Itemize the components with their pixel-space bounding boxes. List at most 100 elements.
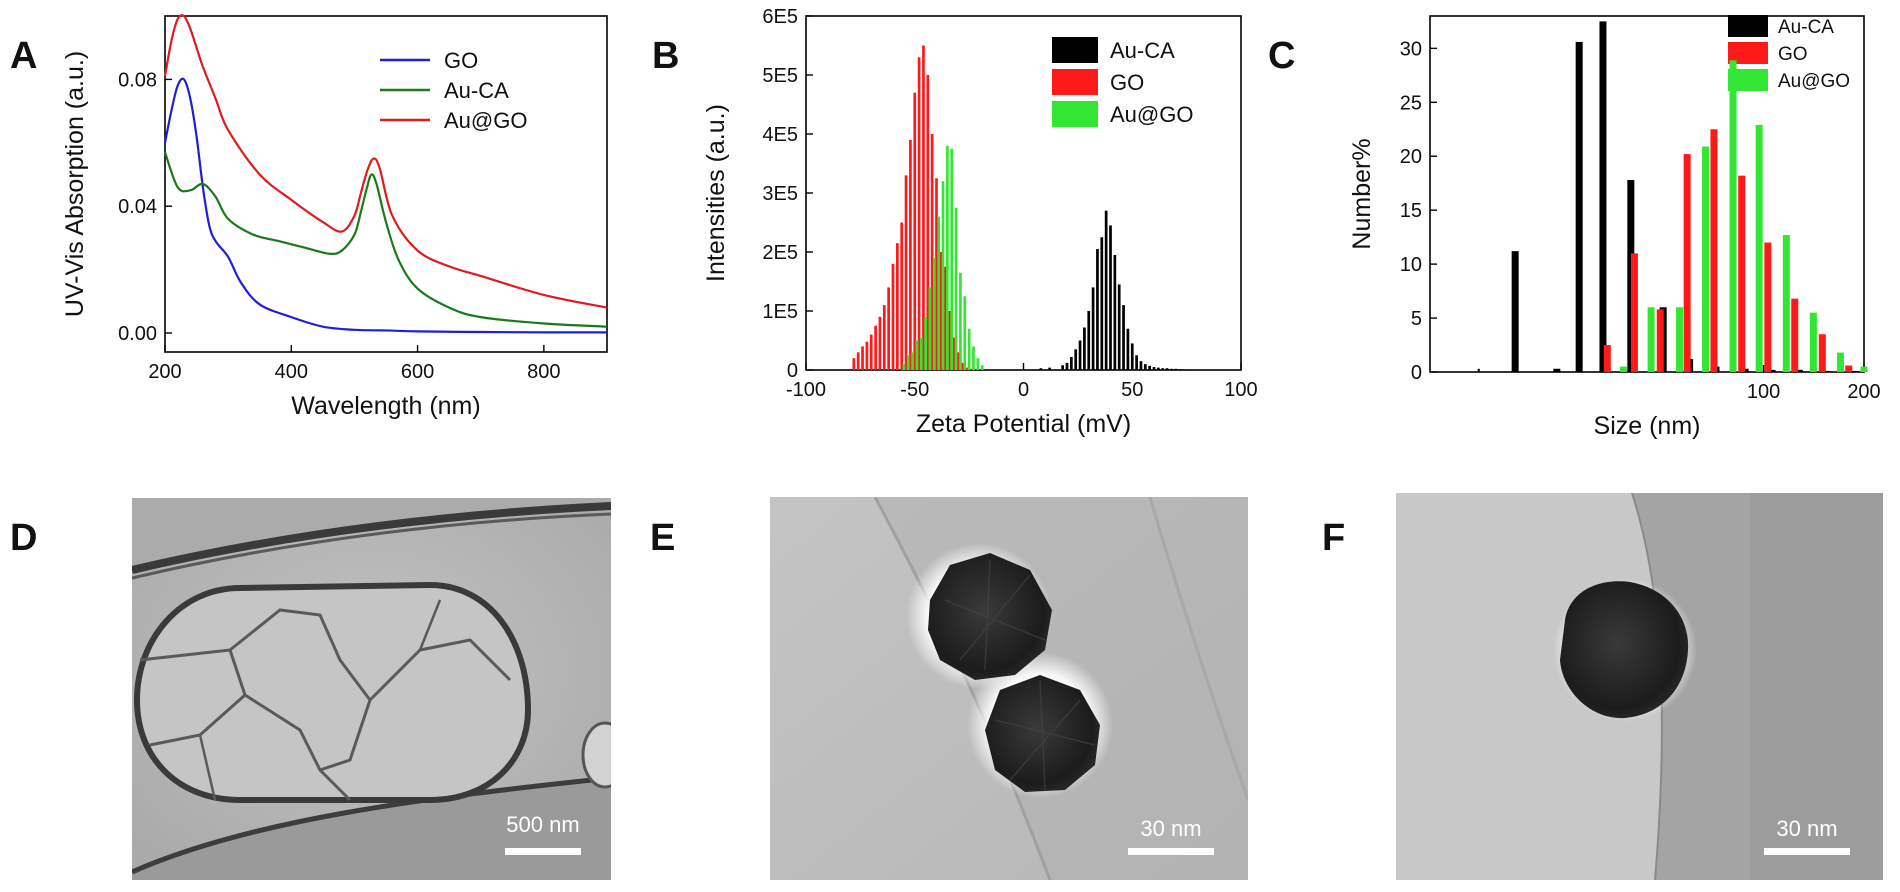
- bar-go: [1818, 334, 1826, 372]
- legend-swatch: [1728, 42, 1768, 64]
- x-tick-label: 0: [1018, 379, 1029, 401]
- x-tick-label: 200: [148, 361, 181, 383]
- bar-au-go: [980, 365, 984, 370]
- y-tick-label: 3E5: [762, 183, 798, 205]
- bar-go: [930, 134, 934, 370]
- x-tick-label: -100: [786, 379, 826, 401]
- bar-go: [909, 139, 912, 370]
- bar-go: [1630, 253, 1638, 372]
- bar-au-ca: [1130, 343, 1134, 370]
- bar-au-go: [919, 337, 923, 370]
- bar-au-go: [928, 287, 932, 370]
- bar-au-go: [1676, 307, 1684, 372]
- x-tick-label: 400: [275, 361, 308, 383]
- panel-letter-d: D: [10, 517, 37, 559]
- bar-go: [965, 367, 969, 370]
- bar-au-go: [1729, 60, 1737, 372]
- chart-c: 100 200 0 5 10 15 20 25 30 Size (nm) Number% Au-CA G…: [1348, 15, 1881, 440]
- bar-au-go: [967, 328, 971, 370]
- y-tick-label: 20: [1400, 146, 1422, 168]
- bar-au-ca: [1104, 210, 1108, 370]
- bar-au-go: [941, 181, 945, 370]
- bar-au-go: [911, 352, 914, 370]
- bar-au-ca: [1575, 41, 1583, 373]
- bar-au-ca: [1091, 287, 1095, 370]
- series-line-au-ca: [163, 151, 608, 328]
- x-tick-label: 200: [1847, 381, 1880, 403]
- panel-letter-f: F: [1322, 517, 1345, 559]
- bar-au-go: [915, 340, 919, 370]
- bar-go: [939, 252, 943, 370]
- legend-label: Au-CA: [444, 78, 509, 103]
- bar-au-ca: [1599, 21, 1607, 372]
- x-tick-label: 100: [1224, 379, 1257, 401]
- bar-au-go: [1860, 366, 1868, 372]
- y-tick-label: 5: [1411, 308, 1422, 330]
- y-tick-label: 0.00: [118, 323, 157, 345]
- bar-go: [1603, 345, 1611, 372]
- bar-go: [952, 337, 956, 370]
- bar-au-ca: [1178, 369, 1182, 370]
- bar-au-ca: [1851, 370, 1859, 372]
- bar-go: [1710, 129, 1718, 372]
- x-tick-label: 50: [1121, 379, 1143, 401]
- bar-go: [1738, 175, 1746, 372]
- bar-go: [1845, 365, 1853, 372]
- bar-go: [917, 57, 921, 371]
- y-tick-label: 0: [1411, 362, 1422, 384]
- bar-au-go: [976, 358, 980, 370]
- bar-go: [878, 316, 882, 370]
- bar-au-ca: [1048, 367, 1051, 370]
- bar-au-ca: [1477, 368, 1480, 372]
- legend-label: Au-CA: [1778, 17, 1834, 38]
- bar-go: [900, 222, 904, 370]
- bar-au-ca: [1161, 368, 1165, 370]
- legend-swatch: [1728, 69, 1768, 91]
- y-tick-label: 6E5: [762, 6, 798, 28]
- bar-au-ca: [1139, 361, 1143, 370]
- bar-go: [869, 334, 873, 370]
- bar-au-ca: [1768, 369, 1776, 372]
- y-tick-label: 1E5: [762, 301, 798, 323]
- series-line-au-go: [163, 14, 608, 309]
- y-axis-label: Intensities (a.u.): [702, 104, 730, 282]
- y-tick-label: 15: [1400, 200, 1422, 222]
- bar-au-ca: [1553, 368, 1561, 372]
- legend-label: Au-CA: [1110, 38, 1175, 63]
- legend-label: Au@GO: [1778, 71, 1850, 92]
- bar-au-ca: [1126, 328, 1130, 370]
- bar-au-go: [963, 296, 967, 370]
- bar-au-ca: [1117, 284, 1121, 370]
- bar-au-ca: [1174, 368, 1178, 370]
- chart-b: -100 -50 0 50 100 0 1E5 2E5 3E5 4E5 5E5 6E5 Zeta Pot…: [702, 6, 1258, 438]
- bar-go: [913, 92, 917, 370]
- bar-go: [956, 352, 960, 370]
- bar-au-go: [906, 355, 910, 370]
- bar-go: [882, 305, 886, 370]
- y-tick-label: 25: [1400, 92, 1422, 114]
- legend-label: Au@GO: [1110, 102, 1193, 127]
- x-axis-label: Zeta Potential (mV): [916, 410, 1131, 438]
- bar-go: [1764, 242, 1772, 372]
- bar-go: [904, 175, 908, 370]
- bar-au-ca: [1157, 367, 1160, 370]
- bar-au-ca: [1135, 355, 1138, 370]
- bar-au-go: [959, 272, 962, 370]
- bar-go: [948, 311, 951, 370]
- legend-swatch: [1052, 37, 1098, 63]
- panel-letter-b: B: [652, 35, 679, 77]
- bar-au-ca: [1061, 365, 1064, 370]
- bar-au-go: [1702, 146, 1710, 372]
- bar-au-go: [946, 145, 949, 370]
- bar-au-ca: [1113, 254, 1117, 370]
- bar-au-go: [1809, 312, 1817, 372]
- bar-go: [874, 325, 877, 370]
- bar-au-go: [1755, 124, 1763, 372]
- bar-go: [935, 178, 938, 370]
- x-tick-label: 100: [1747, 381, 1780, 403]
- bar-au-go: [1782, 234, 1790, 372]
- bar-go: [926, 75, 930, 370]
- bar-go: [1791, 298, 1799, 372]
- y-tick-label: 10: [1400, 254, 1422, 276]
